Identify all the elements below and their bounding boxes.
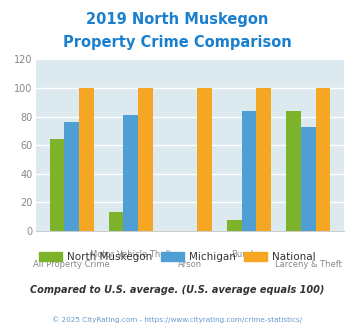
Bar: [301, 127, 316, 231]
Text: All Property Crime: All Property Crime: [33, 260, 110, 269]
Bar: [124, 115, 138, 231]
Bar: [197, 88, 212, 231]
Bar: [50, 140, 64, 231]
Text: 2019 North Muskegon: 2019 North Muskegon: [86, 12, 269, 26]
Text: Property Crime Comparison: Property Crime Comparison: [63, 35, 292, 50]
Bar: [242, 111, 256, 231]
Bar: [64, 122, 79, 231]
Bar: [138, 88, 153, 231]
Text: Motor Vehicle Theft: Motor Vehicle Theft: [90, 249, 171, 259]
Text: © 2025 CityRating.com - https://www.cityrating.com/crime-statistics/: © 2025 CityRating.com - https://www.city…: [53, 317, 302, 323]
Bar: [109, 213, 124, 231]
Text: Burglary: Burglary: [231, 249, 267, 259]
Text: Larceny & Theft: Larceny & Theft: [275, 260, 342, 269]
Text: Arson: Arson: [178, 260, 202, 269]
Text: Compared to U.S. average. (U.S. average equals 100): Compared to U.S. average. (U.S. average …: [30, 285, 325, 295]
Bar: [227, 219, 242, 231]
Legend: North Muskegon, Michigan, National: North Muskegon, Michigan, National: [35, 248, 320, 266]
Bar: [316, 88, 330, 231]
Bar: [79, 88, 94, 231]
Bar: [256, 88, 271, 231]
Bar: [286, 111, 301, 231]
